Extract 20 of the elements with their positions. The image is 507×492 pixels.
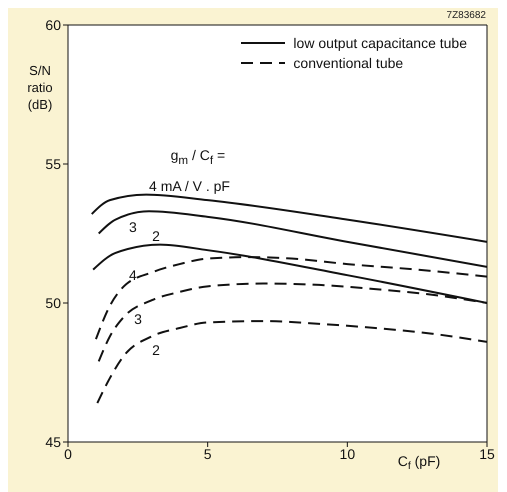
legend-label: conventional tube	[293, 55, 404, 71]
y-tick-label: 60	[45, 16, 62, 33]
x-tick-label: 0	[64, 446, 72, 462]
x-tick-label: 15	[479, 446, 495, 462]
y-tick-label: 55	[45, 156, 62, 172]
legend-label: low output capacitance tube	[293, 35, 467, 51]
annotation: 4 mA / V . pF	[149, 178, 230, 194]
annotation: 3	[129, 219, 137, 236]
y-tick-label: 45	[45, 434, 62, 450]
annotation: 2	[152, 228, 160, 244]
x-tick-label: 10	[340, 446, 356, 462]
y-tick-label: 50	[45, 294, 62, 311]
annotation: 4	[129, 267, 137, 284]
annotation: 3	[134, 310, 142, 327]
annotation: 2	[152, 342, 160, 358]
x-tick-label: 5	[204, 446, 212, 462]
annotation: g$_{m}$ / C$_{f}$ =	[170, 148, 226, 170]
y-axis-title: S/N ratio (dB)	[27, 63, 53, 112]
x-axis-title: C$_{f}$ (pF)	[398, 453, 440, 472]
text: 7Z83682	[446, 10, 486, 21]
